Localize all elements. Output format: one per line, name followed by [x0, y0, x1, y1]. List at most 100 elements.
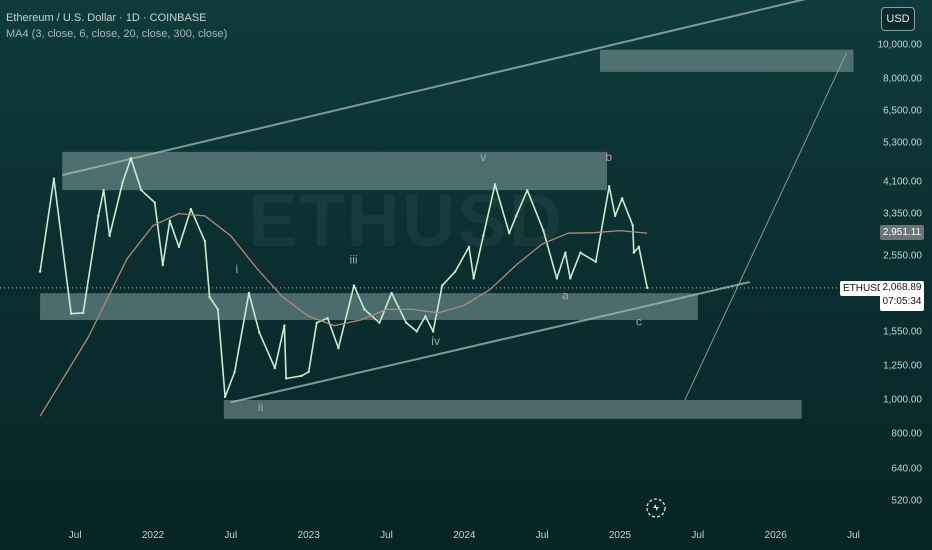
- symbol-title[interactable]: Ethereum / U.S. Dollar · 1D · COINBASE: [6, 12, 207, 24]
- price-tick-label: 640.00: [891, 463, 922, 475]
- price-tick-label: 1,250.00: [883, 360, 922, 372]
- wave-label-v: v: [480, 150, 486, 164]
- time-tick-label: 2025: [608, 530, 632, 541]
- price-point: [284, 377, 288, 380]
- zone-4: [600, 49, 854, 72]
- price-tick-label: 10,000.00: [877, 39, 923, 51]
- price-point: [108, 234, 111, 238]
- price-point: [424, 315, 427, 318]
- symbol-price-label: ETHUSD: [840, 280, 888, 296]
- time-axis[interactable]: Jul 2022 Jul 2023 Jul 2024 Jul 2025 Jul 2026 Jul: [0, 524, 880, 550]
- time-tick-label: 2023: [297, 530, 320, 541]
- price-point: [129, 156, 133, 160]
- price-tick-label: 8,000.00: [883, 73, 922, 85]
- price-point: [38, 270, 42, 273]
- price-point: [177, 245, 181, 249]
- zone-2: [40, 293, 698, 321]
- current-price-badge: 2,068.89 07:05:34: [880, 280, 924, 311]
- wave-label-c: c: [636, 315, 642, 329]
- price-point: [102, 188, 105, 192]
- time-tick-label: Jul: [68, 530, 82, 541]
- price-point: [482, 234, 485, 238]
- symbol-watermark: ETHUSD: [248, 179, 565, 262]
- price-line: [39, 157, 648, 398]
- price-point: [363, 308, 366, 311]
- price-point: [569, 277, 572, 280]
- chart-plot-area[interactable]: ETHUSD i ii iii iv v a b c Ethereum / U.S. Doll…: [0, 0, 880, 524]
- wave-label-a: a: [562, 288, 569, 302]
- price-point: [405, 321, 408, 324]
- price-tick-label: 5,300.00: [883, 137, 922, 149]
- price-tick-label: 2,550.00: [883, 250, 922, 262]
- wave-label-iv: iv: [431, 334, 440, 348]
- price-tick-label: 1,550.00: [883, 326, 922, 338]
- price-point: [69, 312, 73, 315]
- price-point: [378, 321, 381, 324]
- price-point: [467, 245, 471, 249]
- price-point: [315, 321, 318, 324]
- time-tick-label: Jul: [380, 530, 393, 541]
- time-tick-label: Jul: [847, 530, 860, 541]
- price-point: [508, 232, 511, 235]
- price-point: [620, 197, 624, 200]
- price-point: [307, 370, 310, 374]
- price-tick-label: 6,500.00: [883, 105, 922, 117]
- chart-legend: Ethereum / U.S. Dollar · 1D · COINBASE M…: [6, 10, 227, 42]
- price-point: [161, 263, 164, 267]
- price-point: [515, 214, 518, 218]
- trendline-3: [684, 52, 847, 401]
- indicator-legend[interactable]: MA4 (3, close, 6, close, 20, close, 300,…: [6, 28, 228, 40]
- time-tick-label: 2022: [141, 530, 165, 541]
- ma300-line: [39, 212, 648, 417]
- price-point: [390, 291, 393, 295]
- current-price: 2,068.89: [882, 281, 922, 293]
- price-point: [646, 286, 649, 290]
- price-point: [300, 374, 303, 377]
- price-point: [223, 395, 227, 399]
- price-point: [472, 277, 475, 280]
- price-point: [233, 370, 236, 374]
- price-point: [594, 260, 597, 264]
- price-point: [216, 308, 220, 311]
- price-point: [273, 366, 277, 370]
- price-point: [82, 311, 85, 315]
- wave-label-b: b: [605, 150, 612, 164]
- time-tick-label: Jul: [224, 530, 238, 541]
- price-point: [542, 229, 545, 232]
- price-point: [579, 251, 582, 254]
- zone-3: [223, 400, 802, 419]
- price-point: [168, 219, 172, 222]
- price-point: [415, 330, 418, 333]
- time-tick-label: 2024: [453, 530, 476, 541]
- price-axis[interactable]: USD 10,000.00 8,000.00 6,500.00 5,300.00 4,1…: [877, 0, 932, 550]
- price-point: [326, 316, 329, 320]
- price-point: [637, 245, 641, 249]
- price-point: [613, 214, 617, 218]
- time-tick-label: 2026: [764, 530, 787, 541]
- price-point: [564, 251, 567, 254]
- wave-label-i: i: [235, 262, 238, 276]
- price-point: [208, 295, 211, 299]
- currency-button[interactable]: USD: [881, 7, 915, 31]
- price-point: [632, 251, 636, 254]
- price-point: [189, 207, 193, 211]
- price-point: [337, 346, 340, 350]
- price-point: [631, 224, 634, 227]
- price-point: [493, 183, 497, 186]
- price-tick-label: 800.00: [891, 428, 922, 440]
- price-point: [121, 181, 124, 184]
- price-point: [247, 291, 251, 295]
- trendline-2: [230, 281, 750, 404]
- price-point: [453, 270, 457, 273]
- price-point: [140, 188, 143, 192]
- price-tick-label: 4,100.00: [883, 176, 922, 188]
- wave-label-iii: iii: [350, 253, 358, 267]
- bar-countdown: 07:05:34: [882, 295, 922, 307]
- price-point: [258, 331, 261, 334]
- trendline-1: [61, 0, 806, 177]
- time-tick-label: Jul: [535, 530, 549, 541]
- price-point: [352, 284, 356, 287]
- price-point: [52, 177, 56, 180]
- replay-icon[interactable]: [645, 497, 667, 519]
